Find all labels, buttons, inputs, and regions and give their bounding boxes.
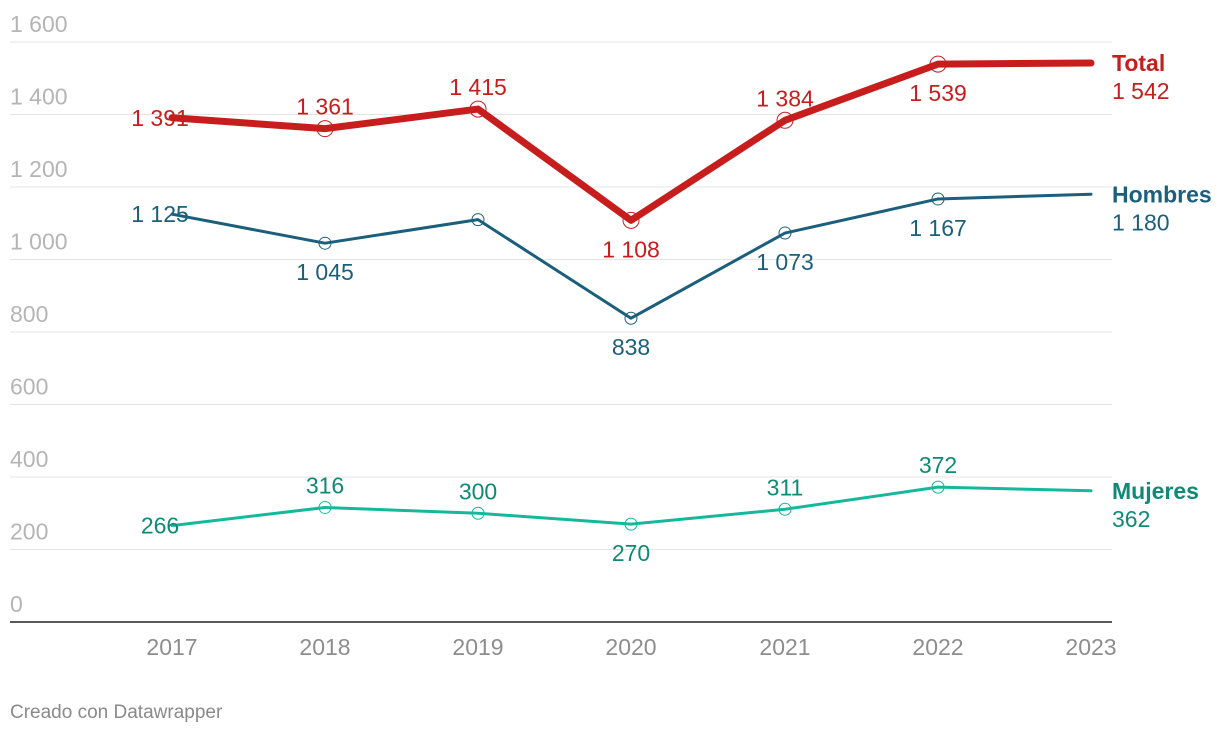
series-name-hombres: Hombres [1112,181,1212,207]
x-tick-label: 2020 [605,634,656,660]
data-label-total: 1 539 [909,80,967,106]
data-label-hombres: 838 [612,334,650,360]
line-total [168,59,1095,224]
x-tick-label: 2022 [912,634,963,660]
data-label-total: 1 384 [756,85,814,111]
data-label-mujeres: 266 [141,513,179,539]
series-last-value-total: 1 542 [1112,78,1170,104]
series-last-value-hombres: 1 180 [1112,209,1170,235]
x-tick-label: 2021 [759,634,810,660]
data-labels: 266 316 300 270 311 372 1 125 1 045 838 1 073 1 16… [131,74,967,566]
x-tick-label: 2019 [452,634,503,660]
marker-hombres [624,311,638,325]
marker-total [929,55,947,73]
data-label-total: 1 361 [296,94,354,120]
line-hombres [170,192,1093,320]
y-tick-label: 1 400 [10,84,68,110]
x-tick-label: 2018 [299,634,350,660]
marker-mujeres [624,517,638,531]
y-tick-label: 1 600 [10,11,68,37]
y-axis-ticks: 0 200 400 600 800 1 000 1 200 1 400 1 600 [10,11,68,617]
data-label-hombres: 1 045 [296,259,354,285]
marker-mujeres [778,502,792,516]
data-label-total: 1 108 [602,236,660,262]
series-lines [168,59,1095,528]
data-label-mujeres: 270 [612,540,650,566]
marker-mujeres [318,500,332,514]
x-tick-label: 2023 [1065,634,1116,660]
data-label-hombres: 1 167 [909,215,967,241]
data-label-hombres: 1 125 [131,201,189,227]
y-tick-label: 1 000 [10,229,68,255]
y-tick-label: 400 [10,446,48,472]
series-name-total: Total [1112,50,1165,76]
x-axis-ticks: 2017 2018 2019 2020 2021 2022 2023 [146,634,1116,660]
y-tick-label: 0 [10,591,23,617]
marker-mujeres [471,506,485,520]
marker-total [469,100,487,118]
y-tick-label: 1 200 [10,156,68,182]
marker-total [776,111,794,129]
marker-total [316,120,334,138]
data-label-mujeres: 300 [459,478,497,504]
marker-hombres [318,236,332,250]
marker-mujeres [931,480,945,494]
series-last-value-mujeres: 362 [1112,506,1150,532]
marker-hombres [471,213,485,227]
grid-lines [10,41,1112,550]
data-label-mujeres: 316 [306,472,344,498]
marker-hombres [778,226,792,240]
data-label-mujeres: 311 [767,474,804,500]
data-label-mujeres: 372 [919,452,957,478]
series-markers [316,55,947,531]
y-tick-label: 600 [10,374,48,400]
series-name-mujeres: Mujeres [1112,478,1199,504]
y-tick-label: 200 [10,519,48,545]
x-tick-label: 2017 [146,634,197,660]
marker-hombres [931,192,945,206]
data-label-total: 1 415 [449,74,507,100]
data-label-total: 1 391 [131,105,189,131]
credit-text: Creado con Datawrapper [10,702,223,723]
line-mujeres [170,485,1093,528]
data-label-hombres: 1 073 [756,249,814,275]
y-tick-label: 800 [10,301,48,327]
marker-total [622,211,640,229]
